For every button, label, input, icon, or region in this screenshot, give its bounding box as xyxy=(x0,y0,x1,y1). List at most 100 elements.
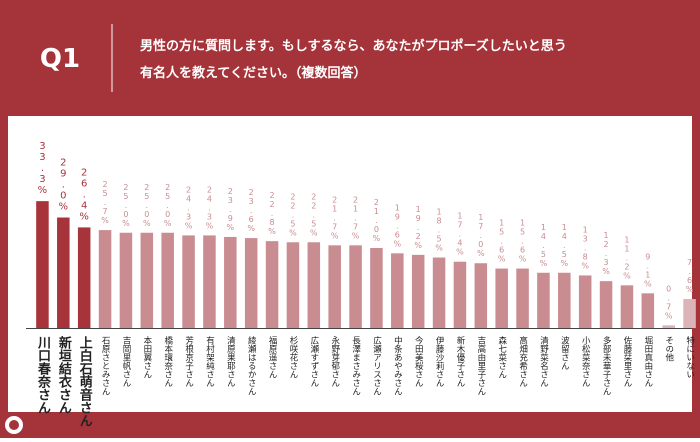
bar xyxy=(537,272,550,328)
bar xyxy=(558,272,571,328)
value-label: 25.0% xyxy=(163,183,172,228)
category-label: 広瀬すずさん xyxy=(309,335,319,387)
value-label: 17.4% xyxy=(455,212,464,257)
value-label: 7.6% xyxy=(685,258,694,294)
bar xyxy=(140,232,154,328)
bar xyxy=(203,235,216,328)
category-label: 新垣結衣さん xyxy=(56,335,72,414)
value-label: 33.3% xyxy=(37,141,48,196)
value-label: 24.3% xyxy=(205,185,214,230)
category-label: 小松菜奈さん xyxy=(580,335,590,387)
value-label: 14.5% xyxy=(539,223,548,268)
question-number: Q1 xyxy=(40,44,80,74)
value-label: 29.0% xyxy=(58,158,69,213)
bar xyxy=(495,268,508,328)
bar xyxy=(77,227,91,328)
value-label: 15.6% xyxy=(497,219,506,264)
category-label: 新木優子さん xyxy=(455,335,465,387)
bar xyxy=(265,241,279,328)
bar xyxy=(98,230,112,328)
category-label: 中条あやみさん xyxy=(392,335,402,395)
value-label: 9.1% xyxy=(643,252,652,288)
category-label: 波留さん xyxy=(559,335,569,370)
category-label: 伊藤沙莉さん xyxy=(434,335,444,387)
category-label: 杉咲花さん xyxy=(288,335,298,378)
category-label: 特にいない xyxy=(685,335,695,378)
category-label: 森七菜さん xyxy=(497,335,507,378)
bar xyxy=(641,293,655,328)
category-label: 福原遥さん xyxy=(267,335,277,378)
bar xyxy=(620,285,634,328)
value-label: 26.4% xyxy=(79,167,90,222)
value-label: 14.5% xyxy=(560,223,569,268)
category-label: 吉高由里子さん xyxy=(476,336,486,396)
category-label: その他 xyxy=(664,336,674,362)
value-label: 17.0% xyxy=(476,213,485,258)
category-label: 橋本環奈さん xyxy=(163,335,173,387)
bar xyxy=(474,263,488,328)
bar xyxy=(349,245,362,328)
value-label: 22.5% xyxy=(288,192,297,237)
category-label: 清野菜名さん xyxy=(538,335,548,387)
bar xyxy=(182,235,195,328)
bar xyxy=(224,236,237,328)
bar xyxy=(307,242,321,328)
category-label: 吉岡里帆さん xyxy=(121,336,131,387)
category-label: 上白石萌音さん xyxy=(77,336,94,427)
value-label: 23.9% xyxy=(226,187,235,232)
value-label: 13.8% xyxy=(580,225,589,270)
logo-icon-inner xyxy=(9,420,19,430)
value-label: 21.0% xyxy=(372,198,381,243)
bar xyxy=(411,254,425,328)
category-label: 芳根京子さん xyxy=(184,335,194,387)
value-label: 18.5% xyxy=(434,208,443,253)
category-label: 多部未華子さん xyxy=(601,335,611,395)
bar xyxy=(119,232,133,328)
value-label: 12.3% xyxy=(601,231,610,276)
bar xyxy=(453,261,467,328)
bar xyxy=(370,247,383,328)
bar xyxy=(57,217,70,328)
category-label: 佐藤栞里さん xyxy=(622,335,632,387)
bar xyxy=(683,299,696,328)
value-label: 23.6% xyxy=(246,188,255,233)
category-label: 川口春奈さん xyxy=(35,336,52,414)
value-label: 21.7% xyxy=(330,195,339,240)
category-label: 長澤まさみさん xyxy=(351,336,361,396)
category-label: 石原さとみさん xyxy=(100,336,110,396)
value-label: 22.8% xyxy=(267,191,276,236)
bar xyxy=(516,268,529,328)
value-label: 25.0% xyxy=(121,183,130,228)
value-label: 11.2% xyxy=(622,235,631,280)
bar xyxy=(662,325,675,328)
bar xyxy=(36,201,49,328)
value-label: 0.7% xyxy=(664,284,673,320)
value-label: 22.5% xyxy=(309,192,318,237)
bar xyxy=(328,245,341,328)
category-label: 広瀬アリスさん xyxy=(371,335,381,395)
category-label: 永野芽郁さん xyxy=(330,335,340,387)
bar xyxy=(286,242,300,328)
bar xyxy=(244,238,258,328)
value-label: 25.7% xyxy=(100,180,109,225)
title-line: 有名人を教えてください。（複数回答） xyxy=(140,65,366,81)
title-line: 男性の方に質問します。もしするなら、あなたがプロポーズしたいと思う xyxy=(140,38,567,54)
category-label: 綾瀬はるかさん xyxy=(246,335,256,395)
value-label: 21.7% xyxy=(351,195,360,240)
bar xyxy=(161,232,174,328)
category-label: 堀田真由さん xyxy=(643,336,653,387)
value-label: 15.6% xyxy=(518,219,527,264)
bar xyxy=(578,275,592,328)
bar xyxy=(391,253,404,328)
category-label: 清原果耶さん xyxy=(225,335,235,387)
bar xyxy=(432,257,446,328)
value-label: 19.6% xyxy=(393,203,402,248)
category-label: 本田翼さん xyxy=(142,335,152,378)
category-label: 高畑充希さん xyxy=(518,335,528,387)
category-label: 今田美桜さん xyxy=(413,335,423,387)
value-label: 25.0% xyxy=(142,183,151,228)
bar xyxy=(599,281,613,328)
value-label: 19.2% xyxy=(413,205,422,250)
category-label: 有村架純さん xyxy=(204,335,214,387)
